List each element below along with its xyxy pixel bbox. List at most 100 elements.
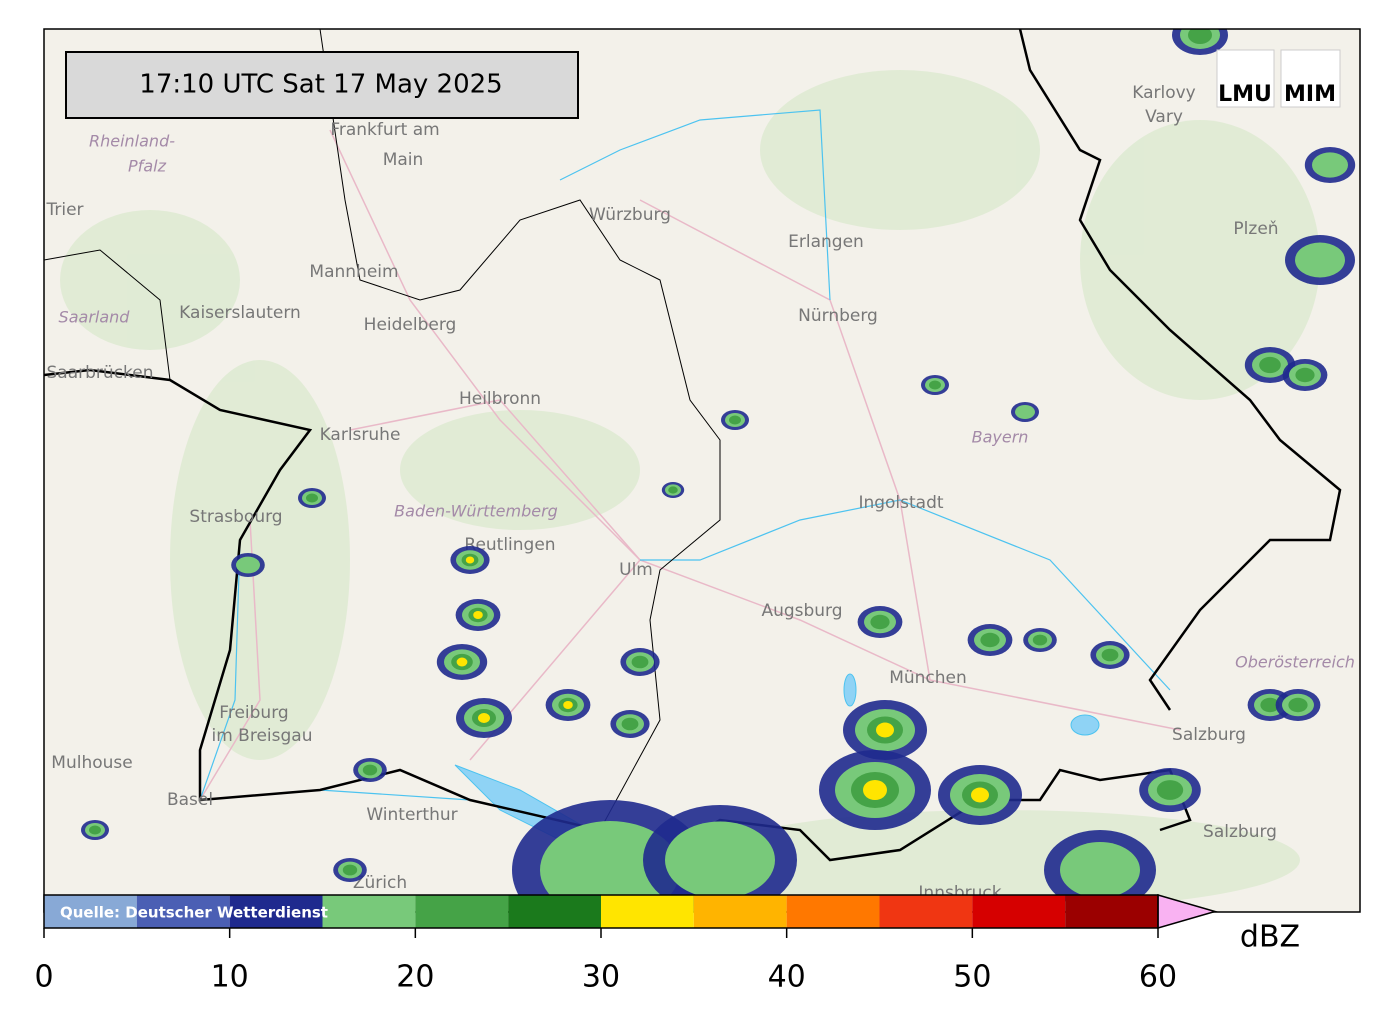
region-label: Baden-Württemberg: [394, 502, 558, 521]
radar-echoes: [81, 29, 1356, 912]
echo: [540, 821, 680, 912]
tick-label: 10: [211, 960, 249, 995]
place-label: Main: [383, 150, 424, 170]
colorbar-segment: [44, 895, 137, 928]
place-label: Trier: [45, 200, 83, 220]
place-label: im Breisgau: [212, 726, 313, 746]
colorbar-segment: [229, 895, 323, 928]
place-label: Basel: [167, 790, 213, 810]
echo: [870, 614, 890, 630]
echo: [1295, 367, 1315, 383]
echo: [1156, 780, 1184, 800]
colorbar-segment: [786, 895, 880, 928]
colorbar-segment: [693, 895, 787, 928]
place-label: Freiburg: [219, 703, 288, 723]
place-label: München: [889, 668, 967, 688]
echo: [306, 493, 318, 503]
logo: MIM: [1284, 82, 1336, 107]
region-label: Saarland: [59, 308, 131, 327]
place-label: Heilbronn: [459, 389, 541, 409]
place-label: Mulhouse: [51, 753, 132, 773]
echo: [89, 825, 101, 835]
colorbar: Quelle: Deutscher Wetterdienst 0 10 20 30 40 5…: [34, 894, 1218, 995]
place-label: Salzburg: [1203, 822, 1277, 842]
place-label: Reutlingen: [464, 535, 555, 555]
echo: [473, 611, 483, 619]
place-label: Vary: [1145, 107, 1183, 127]
colorbar-segment: [415, 895, 509, 928]
echo: [729, 415, 741, 425]
timestamp-box: [65, 51, 579, 119]
timestamp: 17:10 UTC Sat 17 May 2025: [139, 70, 502, 100]
colorbar-segment: [136, 895, 230, 928]
place-label: Augsburg: [761, 601, 842, 621]
tick-label: 0: [34, 960, 53, 995]
map: Frankfurt am Main Würzburg Erlangen Nürnberg…: [44, 29, 1360, 912]
tick-label: 30: [582, 960, 620, 995]
echo: [971, 787, 989, 803]
echo: [631, 655, 649, 669]
echo: [478, 713, 490, 723]
echo: [668, 486, 678, 494]
echo: [1188, 29, 1212, 44]
echo: [1060, 842, 1140, 898]
place-label: Saarbrücken: [47, 363, 154, 383]
place-label: Ingolstadt: [858, 493, 943, 513]
echo: [863, 780, 887, 800]
echo: [980, 632, 1000, 648]
tick-label: 50: [953, 960, 991, 995]
echo: [876, 722, 894, 738]
logo-box: [1216, 49, 1275, 108]
echo: [621, 717, 639, 731]
echo: [465, 556, 475, 564]
state-borders: [44, 29, 721, 831]
region-label: Pfalz: [128, 157, 167, 176]
place-label: Karlovy: [1132, 83, 1196, 103]
colorbar-segment: [972, 895, 1066, 928]
echo: [1288, 697, 1308, 713]
echo: [1032, 634, 1048, 646]
place-label: Zürich: [353, 873, 407, 893]
place-label: Ulm: [619, 560, 653, 580]
colorbar-segment: [322, 895, 416, 928]
place-label: Nürnberg: [798, 306, 878, 326]
echo: [342, 864, 358, 876]
place-label: Salzburg: [1172, 725, 1246, 745]
echo: [1259, 356, 1281, 374]
source-label: Quelle: Deutscher Wetterdienst: [60, 904, 328, 922]
colorbar-segment: [601, 895, 694, 928]
echo: [362, 764, 378, 776]
place-label: Erlangen: [788, 232, 864, 252]
echo: [929, 380, 941, 390]
echo: [1015, 405, 1035, 419]
region-label: Rheinland-: [89, 132, 175, 151]
colorbar-label: dBZ: [1240, 920, 1300, 955]
colorbar-segment: [1065, 895, 1158, 928]
tick-label: 60: [1139, 960, 1177, 995]
echo: [456, 657, 468, 667]
region-label: Bayern: [972, 428, 1029, 447]
place-label: Strasbourg: [189, 507, 282, 527]
place-label: Mannheim: [309, 262, 398, 282]
colorbar-segment: [508, 895, 601, 928]
logo: LMU: [1218, 82, 1272, 107]
place-label: Winterthur: [366, 805, 457, 825]
place-label: Würzburg: [589, 205, 671, 225]
colorbar-segment: [879, 895, 973, 928]
place-label: Frankfurt am: [330, 120, 439, 140]
echo: [563, 701, 573, 709]
place-label: Plzeň: [1233, 219, 1278, 239]
region-label: Oberösterreich: [1235, 653, 1355, 672]
echo: [236, 556, 260, 574]
place-label: Kaiserslautern: [179, 303, 301, 323]
place-label: Heidelberg: [364, 315, 457, 335]
tick-label: 40: [768, 960, 806, 995]
place-label: Karlsruhe: [320, 425, 401, 445]
logo-box: [1280, 49, 1341, 108]
echo: [1295, 242, 1345, 278]
place-labels: Frankfurt am Main Würzburg Erlangen Nürnberg…: [45, 83, 1354, 903]
borders: [44, 29, 1342, 862]
echo: [665, 821, 775, 899]
echo: [1312, 152, 1348, 178]
